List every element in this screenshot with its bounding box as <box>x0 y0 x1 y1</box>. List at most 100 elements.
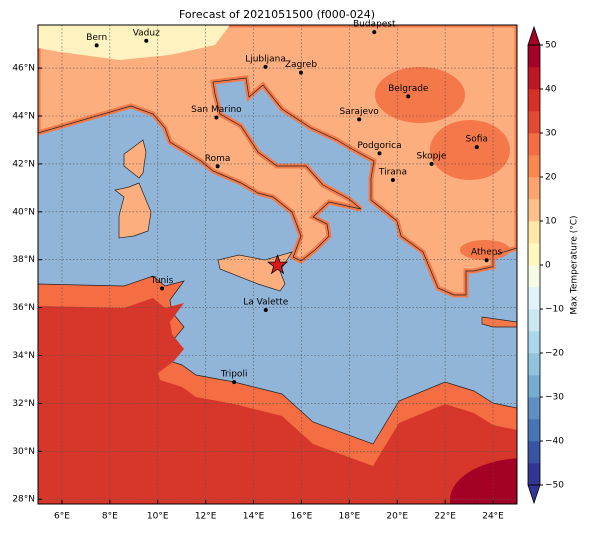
colorbar-band <box>528 111 540 134</box>
city-label: Belgrade <box>388 84 429 94</box>
colorbar-band <box>528 199 540 222</box>
city-label: Vaduz <box>133 28 160 38</box>
colorbar-tick-label: 20 <box>545 173 557 183</box>
x-tick-label: 10°E <box>147 512 169 522</box>
map <box>38 25 517 504</box>
city-dot <box>144 38 149 43</box>
city-dot <box>429 161 434 166</box>
map-title: Forecast of 2021051500 (f000-024) <box>179 8 375 21</box>
city-dot <box>232 380 237 385</box>
map-frame <box>37 24 518 505</box>
y-tick-label: 32°N <box>12 399 35 409</box>
colorbar-tick-label: −30 <box>545 393 564 403</box>
y-tick-label: 46°N <box>12 64 35 74</box>
city-dot <box>298 70 303 75</box>
city-label: Podgorica <box>357 141 401 151</box>
colorbar-band <box>528 309 540 332</box>
hottest-zone <box>450 458 517 504</box>
colorbar-tick-label: 0 <box>545 261 551 271</box>
colorbar-band <box>528 155 540 178</box>
colorbar-label: Max Temperature (°C) <box>570 215 580 314</box>
warm-zone <box>430 120 510 180</box>
colorbar-tick-label: 40 <box>545 85 557 95</box>
city-dot <box>160 286 165 291</box>
x-tick-label: 12°E <box>195 512 217 522</box>
city-label: San Marino <box>191 105 242 115</box>
city-dot <box>390 177 395 182</box>
city-label: Bern <box>86 33 107 43</box>
grid <box>38 25 517 504</box>
colorbar-band <box>528 287 540 310</box>
colorbar-tick-label: 10 <box>545 217 557 227</box>
city-label: Ljubljana <box>245 54 286 64</box>
city-label: Roma <box>205 154 231 164</box>
x-tick-label: 14°E <box>243 512 265 522</box>
y-tick-label: 30°N <box>12 447 35 457</box>
y-tick-label: 36°N <box>12 303 35 313</box>
city-dot <box>372 30 377 35</box>
city-dot <box>214 115 219 120</box>
warm-zone <box>460 240 510 260</box>
y-tick-label: 40°N <box>12 207 35 217</box>
city-label: Zagreb <box>285 60 317 70</box>
x-tick-label: 22°E <box>434 512 456 522</box>
alps-cool-zone <box>38 25 230 60</box>
y-tick-label: 38°N <box>12 255 35 265</box>
colorbar-band <box>528 353 540 376</box>
city-dot <box>377 151 382 156</box>
colorbar-band <box>528 331 540 354</box>
colorbar-tick-label: −20 <box>545 349 564 359</box>
y-tick-label: 42°N <box>12 159 35 169</box>
colorbar-tick-label: 30 <box>545 129 557 139</box>
colorbar-band <box>528 45 540 68</box>
colorbar-tick-label: −50 <box>545 481 564 491</box>
colorbar-band <box>528 441 540 464</box>
colorbar-band <box>528 177 540 200</box>
city-label: Sofia <box>466 135 488 145</box>
city-dot <box>215 164 220 169</box>
warm-zone <box>375 67 465 123</box>
city-dot <box>406 94 411 99</box>
colorbar-band <box>528 67 540 90</box>
city-label: Tirana <box>378 167 407 177</box>
colorbar-band <box>528 419 540 442</box>
city-label: Sarajevo <box>340 107 380 117</box>
corsica <box>123 139 147 179</box>
crete <box>481 316 517 328</box>
city-dot <box>474 145 479 150</box>
colorbar-tick-label: −40 <box>545 437 564 447</box>
colorbar-band <box>528 133 540 156</box>
colorbar-band <box>528 89 540 112</box>
city-dot <box>357 117 362 122</box>
city-dot <box>263 308 268 313</box>
colorbar-tick-label: −10 <box>545 305 564 315</box>
colorbar-band <box>528 265 540 288</box>
city-label: Tripoli <box>220 370 248 380</box>
colorbar-tick-label: 50 <box>545 41 557 51</box>
colorbar-band <box>528 463 540 486</box>
y-tick-label: 28°N <box>12 495 35 505</box>
coastline <box>38 77 517 296</box>
y-tick-label: 34°N <box>12 351 35 361</box>
city-label: Skopje <box>417 151 447 161</box>
city-label: Budapest <box>353 20 396 30</box>
x-tick-label: 8°E <box>102 512 118 522</box>
sardinia <box>114 182 152 239</box>
city-dot <box>484 258 489 263</box>
x-tick-label: 16°E <box>291 512 313 522</box>
colorbar-band <box>528 243 540 266</box>
colorbar-band <box>528 221 540 244</box>
x-tick-label: 24°E <box>482 512 504 522</box>
colorbar-band <box>528 397 540 420</box>
city-dot <box>263 64 268 69</box>
event-marker <box>266 253 289 275</box>
y-tick-label: 44°N <box>12 112 35 122</box>
city-label: Tunis <box>150 276 174 286</box>
colorbar-band <box>528 375 540 398</box>
city-label: Athens <box>471 248 502 258</box>
x-tick-label: 6°E <box>54 512 70 522</box>
x-tick-label: 20°E <box>386 512 408 522</box>
city-label: La Valette <box>243 298 288 308</box>
x-tick-label: 18°E <box>339 512 361 522</box>
